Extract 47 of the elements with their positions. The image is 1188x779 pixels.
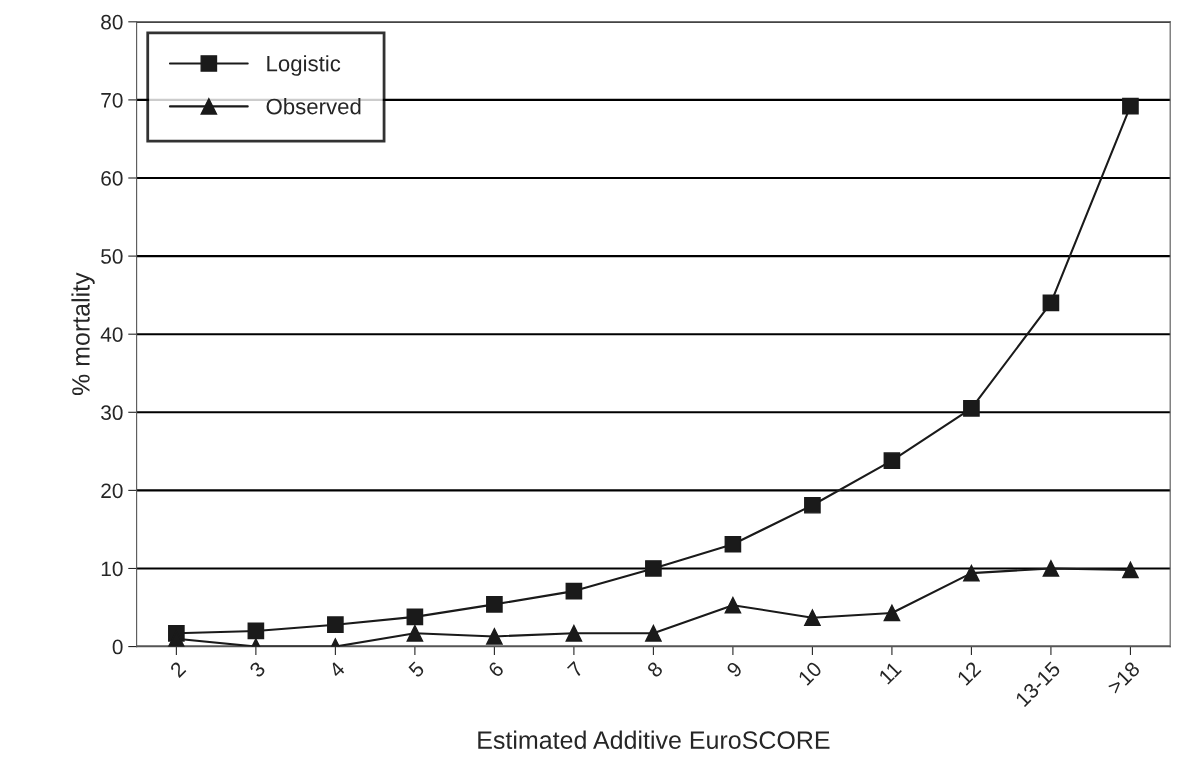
point — [645, 560, 662, 577]
y-tick-label: 70 — [101, 92, 123, 108]
point — [963, 400, 980, 417]
y-axis-title: % mortality — [71, 272, 95, 396]
point — [1122, 561, 1139, 579]
point — [724, 535, 742, 553]
point — [883, 452, 901, 470]
y-tick-label: 20 — [101, 483, 123, 499]
point — [1042, 560, 1060, 577]
point — [406, 624, 424, 642]
legend-label: Observed — [266, 98, 361, 115]
point — [486, 628, 503, 645]
point — [486, 596, 503, 613]
x-tick-label: 2 — [169, 660, 187, 678]
x-tick-label: 12 — [956, 660, 982, 686]
x-tick-label: >18 — [1106, 660, 1141, 695]
y-tick-label: 80 — [101, 14, 123, 30]
x-tick-label: 11 — [878, 661, 902, 685]
y-tick-label: 0 — [112, 639, 123, 655]
point — [1122, 97, 1139, 115]
y-tick-label: 10 — [101, 561, 123, 577]
point — [247, 622, 265, 640]
point — [1042, 294, 1060, 312]
legend-label: Logistic — [267, 55, 341, 76]
point — [645, 624, 662, 642]
x-axis-title: Estimated Additive EuroSCORE — [478, 730, 830, 749]
point — [565, 582, 583, 600]
x-tick-label: 6 — [487, 660, 505, 679]
x-tick-label: 4 — [328, 660, 346, 679]
point — [804, 496, 821, 514]
point — [565, 624, 583, 642]
y-tick-label: 60 — [101, 171, 123, 186]
point — [724, 596, 742, 614]
point — [963, 564, 980, 582]
y-tick-label: 50 — [101, 249, 123, 264]
x-tick-label: 8 — [646, 660, 664, 679]
y-tick-label: 40 — [100, 327, 123, 342]
x-tick-label: 7 — [567, 661, 584, 678]
x-tick-label: 10 — [797, 660, 823, 686]
x-tick-label: 3 — [248, 660, 267, 679]
point — [804, 609, 821, 627]
x-tick-label: 5 — [407, 660, 426, 679]
point — [327, 616, 344, 634]
point — [406, 608, 424, 626]
x-tick-label: 9 — [725, 660, 744, 679]
point — [883, 604, 901, 622]
y-tick-label: 30 — [101, 405, 123, 421]
